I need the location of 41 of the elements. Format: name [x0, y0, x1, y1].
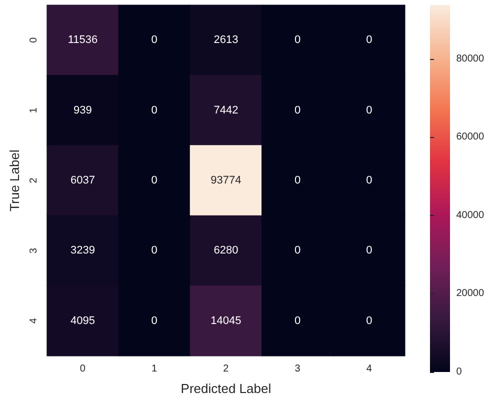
data-label: 0 [366, 314, 372, 327]
data-label: 93774 [210, 174, 242, 186]
data-label: 0 [366, 244, 372, 257]
data-label: 4095 [70, 314, 95, 327]
data-label: 2613 [214, 34, 238, 46]
data-label: 6280 [214, 244, 238, 257]
x-tick-label: 3 [294, 364, 301, 374]
data-label: 0 [366, 174, 372, 186]
data-label: 0 [294, 244, 301, 257]
data-label: 0 [151, 244, 158, 257]
data-label: 0 [294, 104, 301, 116]
color-bar-label: 80000 [456, 53, 484, 64]
data-label: 0 [151, 104, 158, 116]
data-label: 11536 [68, 34, 98, 46]
color-bar-label: 60000 [456, 132, 484, 143]
y-axis-title: True Label [7, 150, 22, 212]
data-label: 0 [294, 34, 301, 46]
data-label: 0 [366, 104, 372, 116]
y-tick-label: 3 [28, 247, 40, 254]
y-tick-label: 2 [28, 177, 40, 184]
x-axis-title: Predicted Label [180, 381, 272, 396]
data-label: 0 [294, 174, 301, 186]
y-tick-label: 0 [28, 36, 40, 43]
data-label: 3239 [70, 244, 95, 257]
data-label: 0 [366, 34, 372, 46]
data-label: 0 [294, 314, 301, 327]
y-tick-label: 4 [28, 318, 40, 324]
color-bar-label: 20000 [456, 288, 484, 300]
x-tick-label: 1 [152, 364, 158, 374]
x-tick-label: 4 [366, 364, 372, 374]
x-tick-label: 2 [223, 364, 230, 374]
y-tick-label: 1 [28, 107, 40, 114]
color-bar-label: 40000 [456, 210, 484, 221]
data-label: 0 [151, 34, 158, 46]
data-label: 0 [151, 314, 158, 327]
data-label: 7442 [214, 104, 238, 116]
data-label: 6037 [70, 174, 95, 186]
data-label: 14045 [210, 314, 242, 327]
data-label: 939 [74, 104, 92, 116]
x-tick-label: 0 [80, 364, 86, 374]
data-label: 0 [151, 174, 158, 186]
